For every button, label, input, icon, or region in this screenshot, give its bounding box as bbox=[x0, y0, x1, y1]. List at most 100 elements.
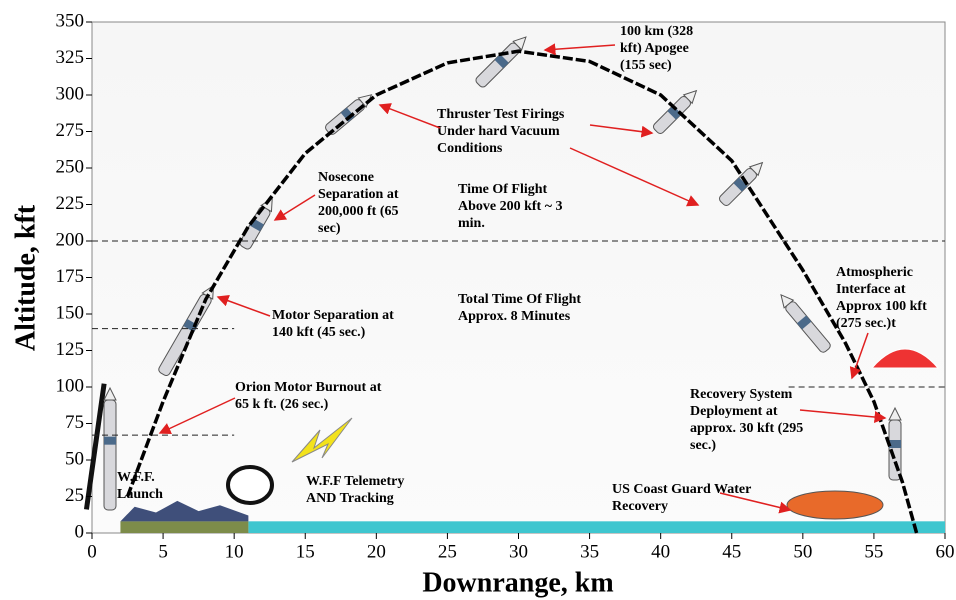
rocket-apogee bbox=[475, 36, 527, 88]
x-tick-label: 15 bbox=[296, 541, 315, 562]
x-tick-label: 50 bbox=[793, 541, 812, 562]
arrow bbox=[543, 43, 616, 56]
y-tick-label: 250 bbox=[56, 156, 85, 177]
annotation: Orion Motor Burnout at bbox=[235, 380, 382, 395]
y-tick-label: 175 bbox=[56, 266, 85, 287]
y-axis-title: Altitude, kft bbox=[10, 204, 41, 351]
annotation: W.F.F Telemetry bbox=[306, 474, 404, 489]
arrow bbox=[569, 147, 700, 207]
ship bbox=[786, 490, 884, 520]
x-tick-label: 35 bbox=[580, 541, 599, 562]
annotation: 140 kft (45 sec.) bbox=[272, 325, 366, 340]
x-tick-label: 45 bbox=[722, 541, 741, 562]
y-tick-label: 25 bbox=[65, 485, 84, 506]
y-tick-label: 100 bbox=[56, 375, 85, 396]
arrow bbox=[158, 397, 236, 434]
rocket-nose bbox=[748, 161, 764, 177]
annotation: Launch bbox=[117, 487, 163, 502]
annotation: Approx 100 kft bbox=[836, 299, 927, 314]
rocket-band bbox=[889, 440, 901, 448]
annotation: Separation at bbox=[318, 187, 399, 202]
arrow bbox=[719, 492, 792, 514]
y-tick-label: 125 bbox=[56, 339, 85, 360]
annotation: Recovery bbox=[612, 499, 668, 514]
annotation: kft) Apogee bbox=[620, 41, 689, 56]
annotation: sec.) bbox=[690, 438, 716, 453]
x-tick-label: 40 bbox=[651, 541, 670, 562]
rocket-thruster-3 bbox=[719, 161, 764, 206]
bolt bbox=[291, 417, 353, 463]
arrow bbox=[216, 294, 271, 317]
x-tick-label: 30 bbox=[509, 541, 528, 562]
rocket-reentry bbox=[780, 293, 831, 353]
x-tick-label: 0 bbox=[87, 541, 97, 562]
x-tick-label: 60 bbox=[936, 541, 955, 562]
annotation: Under hard Vacuum bbox=[437, 124, 560, 139]
annotation: Nosecone bbox=[318, 170, 374, 185]
x-tick-label: 5 bbox=[158, 541, 168, 562]
rocket-thruster-2 bbox=[653, 89, 698, 134]
x-tick-label: 20 bbox=[367, 541, 386, 562]
y-tick-label: 275 bbox=[56, 120, 85, 141]
annotation: US Coast Guard Water bbox=[612, 482, 751, 497]
annotation: Above 200 kft ~ 3 bbox=[458, 199, 563, 214]
rocket-band bbox=[340, 107, 355, 122]
x-tick-label: 25 bbox=[438, 541, 457, 562]
annotation: sec) bbox=[318, 221, 341, 236]
annotation: AND Tracking bbox=[306, 491, 394, 506]
rocket-thruster-1 bbox=[325, 94, 373, 135]
annotation: 200,000 ft (65 bbox=[318, 204, 399, 219]
rocket-body bbox=[103, 399, 117, 511]
y-tick-label: 225 bbox=[56, 193, 85, 214]
x-tick-label: 55 bbox=[864, 541, 883, 562]
plot-area bbox=[91, 21, 946, 534]
annotation: 65 k ft. (26 sec.) bbox=[235, 397, 329, 412]
annotation: approx. 30 kft (295 bbox=[690, 421, 803, 436]
annotation: Time Of Flight bbox=[458, 182, 548, 197]
rocket-band bbox=[104, 436, 116, 445]
rocket-band bbox=[796, 315, 812, 330]
annotation: 100 km (328 bbox=[620, 24, 693, 39]
y-tick-label: 50 bbox=[65, 448, 84, 469]
annotation: Thruster Test Firings bbox=[437, 107, 565, 122]
rocket-nose bbox=[512, 36, 527, 51]
x-axis-title: Downrange, km bbox=[422, 567, 613, 598]
rocket-band bbox=[733, 177, 748, 192]
rocket-band bbox=[494, 54, 509, 69]
parachute bbox=[870, 348, 940, 369]
y-tick-label: 150 bbox=[56, 302, 85, 323]
annotation: Deployment at bbox=[690, 404, 778, 419]
water bbox=[248, 521, 946, 533]
annotation: min. bbox=[458, 216, 485, 231]
y-tick-label: 300 bbox=[56, 83, 85, 104]
y-tick-label: 350 bbox=[56, 10, 85, 31]
rocket-nose bbox=[888, 406, 902, 421]
rocket-nose bbox=[103, 386, 117, 401]
rocket-nose bbox=[780, 293, 795, 309]
rocket-launch bbox=[103, 386, 117, 511]
rocket-nose bbox=[682, 89, 698, 105]
annotation: (275 sec.)t bbox=[836, 316, 896, 331]
arrow bbox=[589, 124, 654, 138]
y-tick-label: 325 bbox=[56, 47, 85, 68]
y-tick-label: 0 bbox=[75, 521, 85, 542]
annotation: Motor Separation at bbox=[272, 308, 394, 323]
arrow bbox=[799, 409, 887, 423]
x-tick-label: 10 bbox=[225, 541, 244, 562]
annotation: Atmospheric bbox=[836, 265, 913, 280]
ground bbox=[120, 521, 249, 533]
mountains bbox=[120, 500, 249, 522]
annotation: Conditions bbox=[437, 141, 503, 156]
annotation: Approx. 8 Minutes bbox=[458, 309, 571, 324]
y-tick-label: 200 bbox=[56, 229, 85, 250]
arrow bbox=[273, 194, 316, 221]
arrow bbox=[378, 103, 441, 129]
arrow bbox=[849, 332, 869, 380]
annotation: (155 sec) bbox=[620, 58, 672, 73]
dish bbox=[226, 465, 274, 505]
annotation: Recovery System bbox=[690, 387, 793, 402]
launch-rail bbox=[83, 383, 107, 510]
annotation: Interface at bbox=[836, 282, 906, 297]
annotation: Total Time Of Flight bbox=[458, 292, 581, 307]
